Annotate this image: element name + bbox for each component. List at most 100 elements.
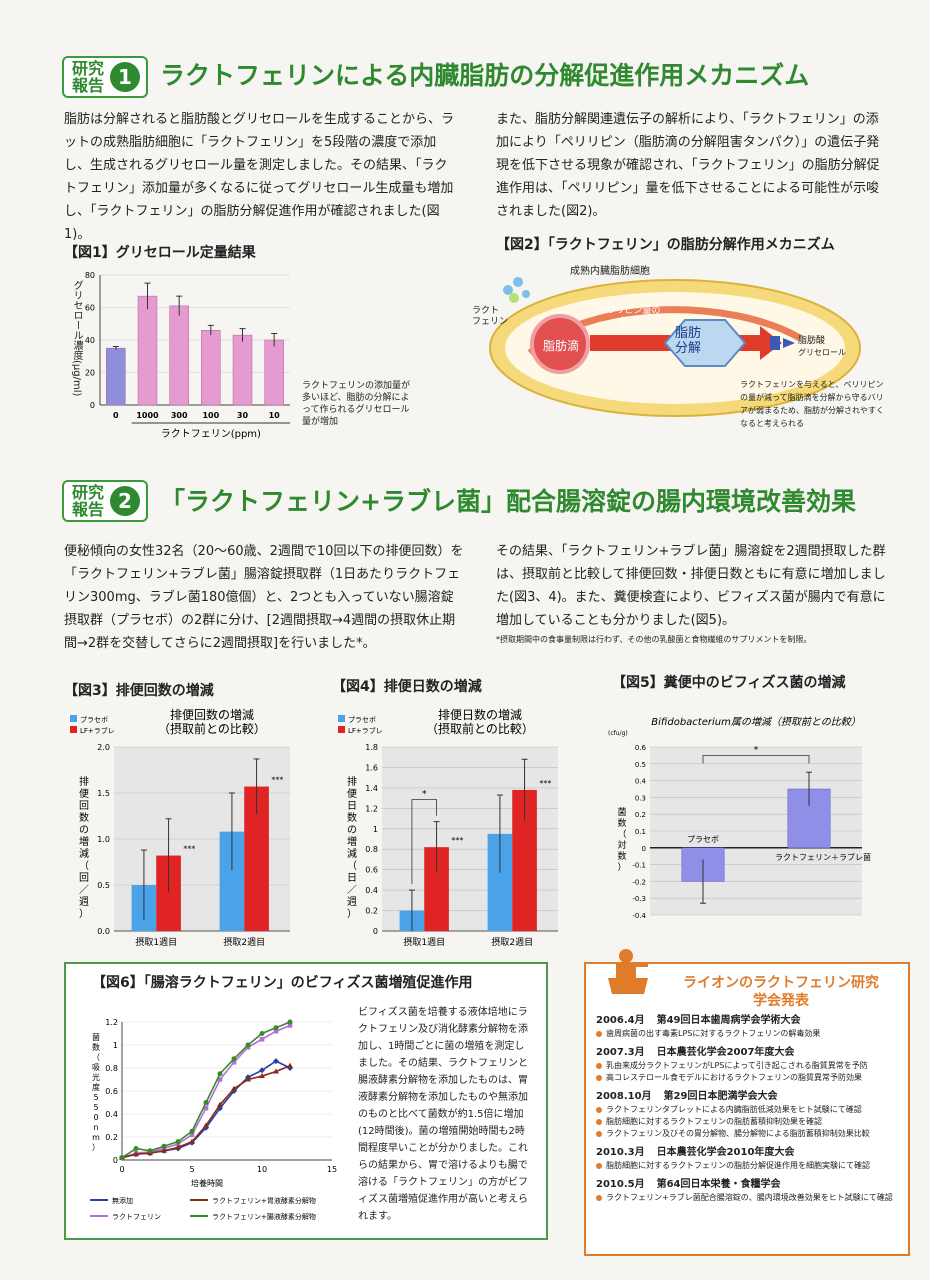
fig1-xtick: 1000 (136, 411, 159, 420)
fig3-title: 【図3】排便回数の増減 (64, 683, 214, 699)
fig5-unit: (cfu/g) (608, 730, 628, 737)
fig4-legend-swatch (338, 726, 345, 733)
fig2-note: ラクトフェリンを与えると、ペリリピンの量が減って脂肪滴を分解から守るバリアが弱ま… (740, 380, 884, 428)
fig6-point (133, 1146, 139, 1151)
fig6-ylabel-char: 菌 (92, 1032, 100, 1042)
fig3-ylabel-char: の (79, 825, 89, 836)
bullet-icon (596, 1031, 602, 1037)
bullet-icon (596, 1119, 602, 1125)
fig4-ylabel-char: 減 (347, 847, 357, 860)
fig4-legend-label: LF+ラブレ (348, 726, 383, 735)
fig5-bracket-mark: * (754, 745, 759, 755)
fig6-point (259, 1031, 265, 1036)
fig4-ytick: 1 (373, 825, 378, 834)
fig6-ytick: 0.4 (105, 1110, 118, 1119)
fig4-chart-title: （摂取前との比較） (426, 721, 534, 736)
fig1-ytick: 80 (85, 271, 95, 280)
lion-entry-conference: 第49回日本歯周病学会学術大会 (656, 1015, 801, 1026)
lion-entry-conference: 日本農芸化学会2007年度大会 (656, 1047, 795, 1058)
fig4-ylabel-char: ） (347, 908, 357, 920)
fig1-xtick: 300 (171, 411, 188, 420)
fig5-xtick: プラセボ (687, 835, 719, 844)
report1-badge: 研究 報告 1 (62, 56, 148, 98)
fig6-point (189, 1132, 195, 1137)
lion-panel: ライオンのラクトフェリン研究 学会発表 2006.4月 第49回日本歯周病学会学術… (584, 949, 910, 1256)
fig6-point (287, 1023, 293, 1028)
fig4-ylabel-char: 週 (347, 896, 357, 908)
fig3-legend-swatch (70, 726, 77, 733)
lion-entry-item-text: 乳由来成分ラクトフェリンがLPSによって引き起こされる脂質異常を予防 (606, 1061, 868, 1070)
fig5-ylabel-char: 数 (617, 817, 626, 829)
report2-left-text: 便秘傾向の女性32名（20～60歳、2週間で10回以下の排便回数）を「ラクトフェ… (64, 544, 464, 651)
fig6-point (273, 1058, 279, 1065)
fig2-cell-label: 成熟内臓脂肪細胞 (570, 266, 650, 277)
fig6-ylabel-char: 度 (92, 1082, 100, 1092)
fig6-point (203, 1100, 209, 1105)
fig6-point (217, 1077, 223, 1082)
fig5-ylabel-char: 対 (617, 839, 626, 851)
lion-entry-item: ラクトフェリン+ラブレ菌配合腸溶錠の、腸内環境改善効果をヒト試験にて確認 (596, 1192, 901, 1204)
fig5-ytick: 0 (642, 845, 646, 853)
fig3-ytick: 0.5 (97, 881, 110, 890)
fig6-point (133, 1151, 139, 1157)
fig1-xtick: 0 (113, 411, 119, 420)
lion-entry-item: ラクトフェリン及びその胃分解物、腸分解物による脂肪蓄積抑制効果比較 (596, 1128, 901, 1140)
report1-title: ラクトフェリンによる内臓脂肪の分解促進作用メカニズム (160, 61, 810, 90)
fig2-gly-label: グリセロール (798, 348, 846, 357)
fig4-ylabel-char: 数 (347, 811, 357, 824)
fig2-droplet-label: 脂肪滴 (542, 339, 579, 353)
fig6-legend-label: ラクトフェリン (112, 1213, 161, 1221)
report2-badge-label: 研究 報告 (71, 483, 104, 519)
fig2-lf-particle (509, 293, 519, 303)
lion-panel-title1: ライオンのラクトフェリン研究 (683, 975, 879, 991)
fig6-ytick: 0.2 (105, 1133, 118, 1142)
fig6-point (259, 1067, 265, 1074)
fig1-bar (232, 334, 253, 406)
fig1-ytick: 40 (85, 336, 95, 345)
fig4-legend-swatch (338, 715, 345, 722)
fig3-xtick: 摂取2週目 (223, 936, 265, 948)
fig4-ylabel-char: 便 (347, 787, 357, 800)
lion-entry-item: 歯周病菌の出す毒素LPSに対するラクトフェリンの解毒効果 (596, 1028, 901, 1040)
fig6-point (231, 1059, 237, 1065)
lion-entry-item-text: ラクトフェリンタブレットによる内臓脂肪低減効果をヒト試験にて確認 (606, 1105, 862, 1114)
fig1-ylabel: グリセロール濃度(μg/ml) (71, 280, 82, 397)
fig3-ylabel-char: 回 (79, 800, 89, 812)
fig2-lf-label: ラクト フェリン (472, 306, 509, 327)
fig3-legend-label: LF+ラブレ (80, 726, 115, 735)
lion-entry-item-text: ラクトフェリン+ラブレ菌配合腸溶錠の、腸内環境改善効果をヒト試験にて確認 (606, 1193, 893, 1202)
fig4-sig-mark: *** (451, 836, 463, 845)
fig5-ylabel-char: （ (617, 829, 626, 840)
lion-entry-item-text: 高コレステロール食モデルにおけるラクトフェリンの脂質異常予防効果 (606, 1073, 862, 1082)
report1-badge-label: 研究 報告 (71, 59, 104, 95)
fig2-lf-particle (513, 277, 523, 287)
fig6-ytick: 0.6 (105, 1087, 118, 1096)
lion-entry-item: 脂肪細胞に対するラクトフェリンの脂肪蓄積抑制効果を確認 (596, 1116, 901, 1128)
lion-entry-date: 2008.10月 (596, 1091, 652, 1102)
lion-entry-date: 2010.5月 (596, 1179, 645, 1190)
fig6-point (231, 1056, 237, 1062)
fig3-ylabel-char: （ (79, 860, 89, 872)
fig3-ylabel-char: ） (79, 908, 89, 920)
lion-entry: 2008.10月 第29回日本肥満学会大会 ラクトフェリンタブレットによる内臓脂肪低… (596, 1090, 901, 1140)
fig6-point (287, 1062, 293, 1068)
fig3-xtick: 摂取1週目 (135, 936, 177, 948)
lion-entry-heading: 2006.4月 第49回日本歯周病学会学術大会 (596, 1014, 901, 1028)
fig6-ylabel-char: m (92, 1133, 100, 1142)
fig3-legend-swatch (70, 715, 77, 722)
fig3-ytick: 0.0 (97, 927, 110, 936)
fig6-point (175, 1139, 181, 1145)
fig3-ylabel-char: 便 (79, 787, 89, 800)
bullet-icon (596, 1131, 602, 1137)
bullet-icon (596, 1107, 602, 1113)
fig6-text: ビフィズス菌を培養する液体培地にラクトフェリン及び消化酵素分解物を添加し、1時間… (358, 1007, 528, 1222)
fig5-chart: -0.4 -0.3 -0.2 -0.1 0 0.1 0.2 0.3 0.4 0.5 0.6 Bifid… (608, 716, 871, 920)
fig6-point (273, 1025, 279, 1031)
report1-left-text: 脂肪は分解されると脂肪酸とグリセロールを生成することから、ラットの成熟脂肪細胞に… (64, 112, 455, 242)
fig4-legend-label: プラセボ (348, 716, 376, 724)
fig3-ylabel-char: 減 (79, 847, 89, 860)
fig3-ylabel-char: 回 (79, 872, 89, 884)
fig6-title: 【図6】「腸溶ラクトフェリン」のビフィズス菌増殖促進作用 (92, 975, 473, 991)
fig6-ylabel-char: 0 (93, 1113, 98, 1122)
fig4-ytick: 0 (373, 927, 378, 936)
